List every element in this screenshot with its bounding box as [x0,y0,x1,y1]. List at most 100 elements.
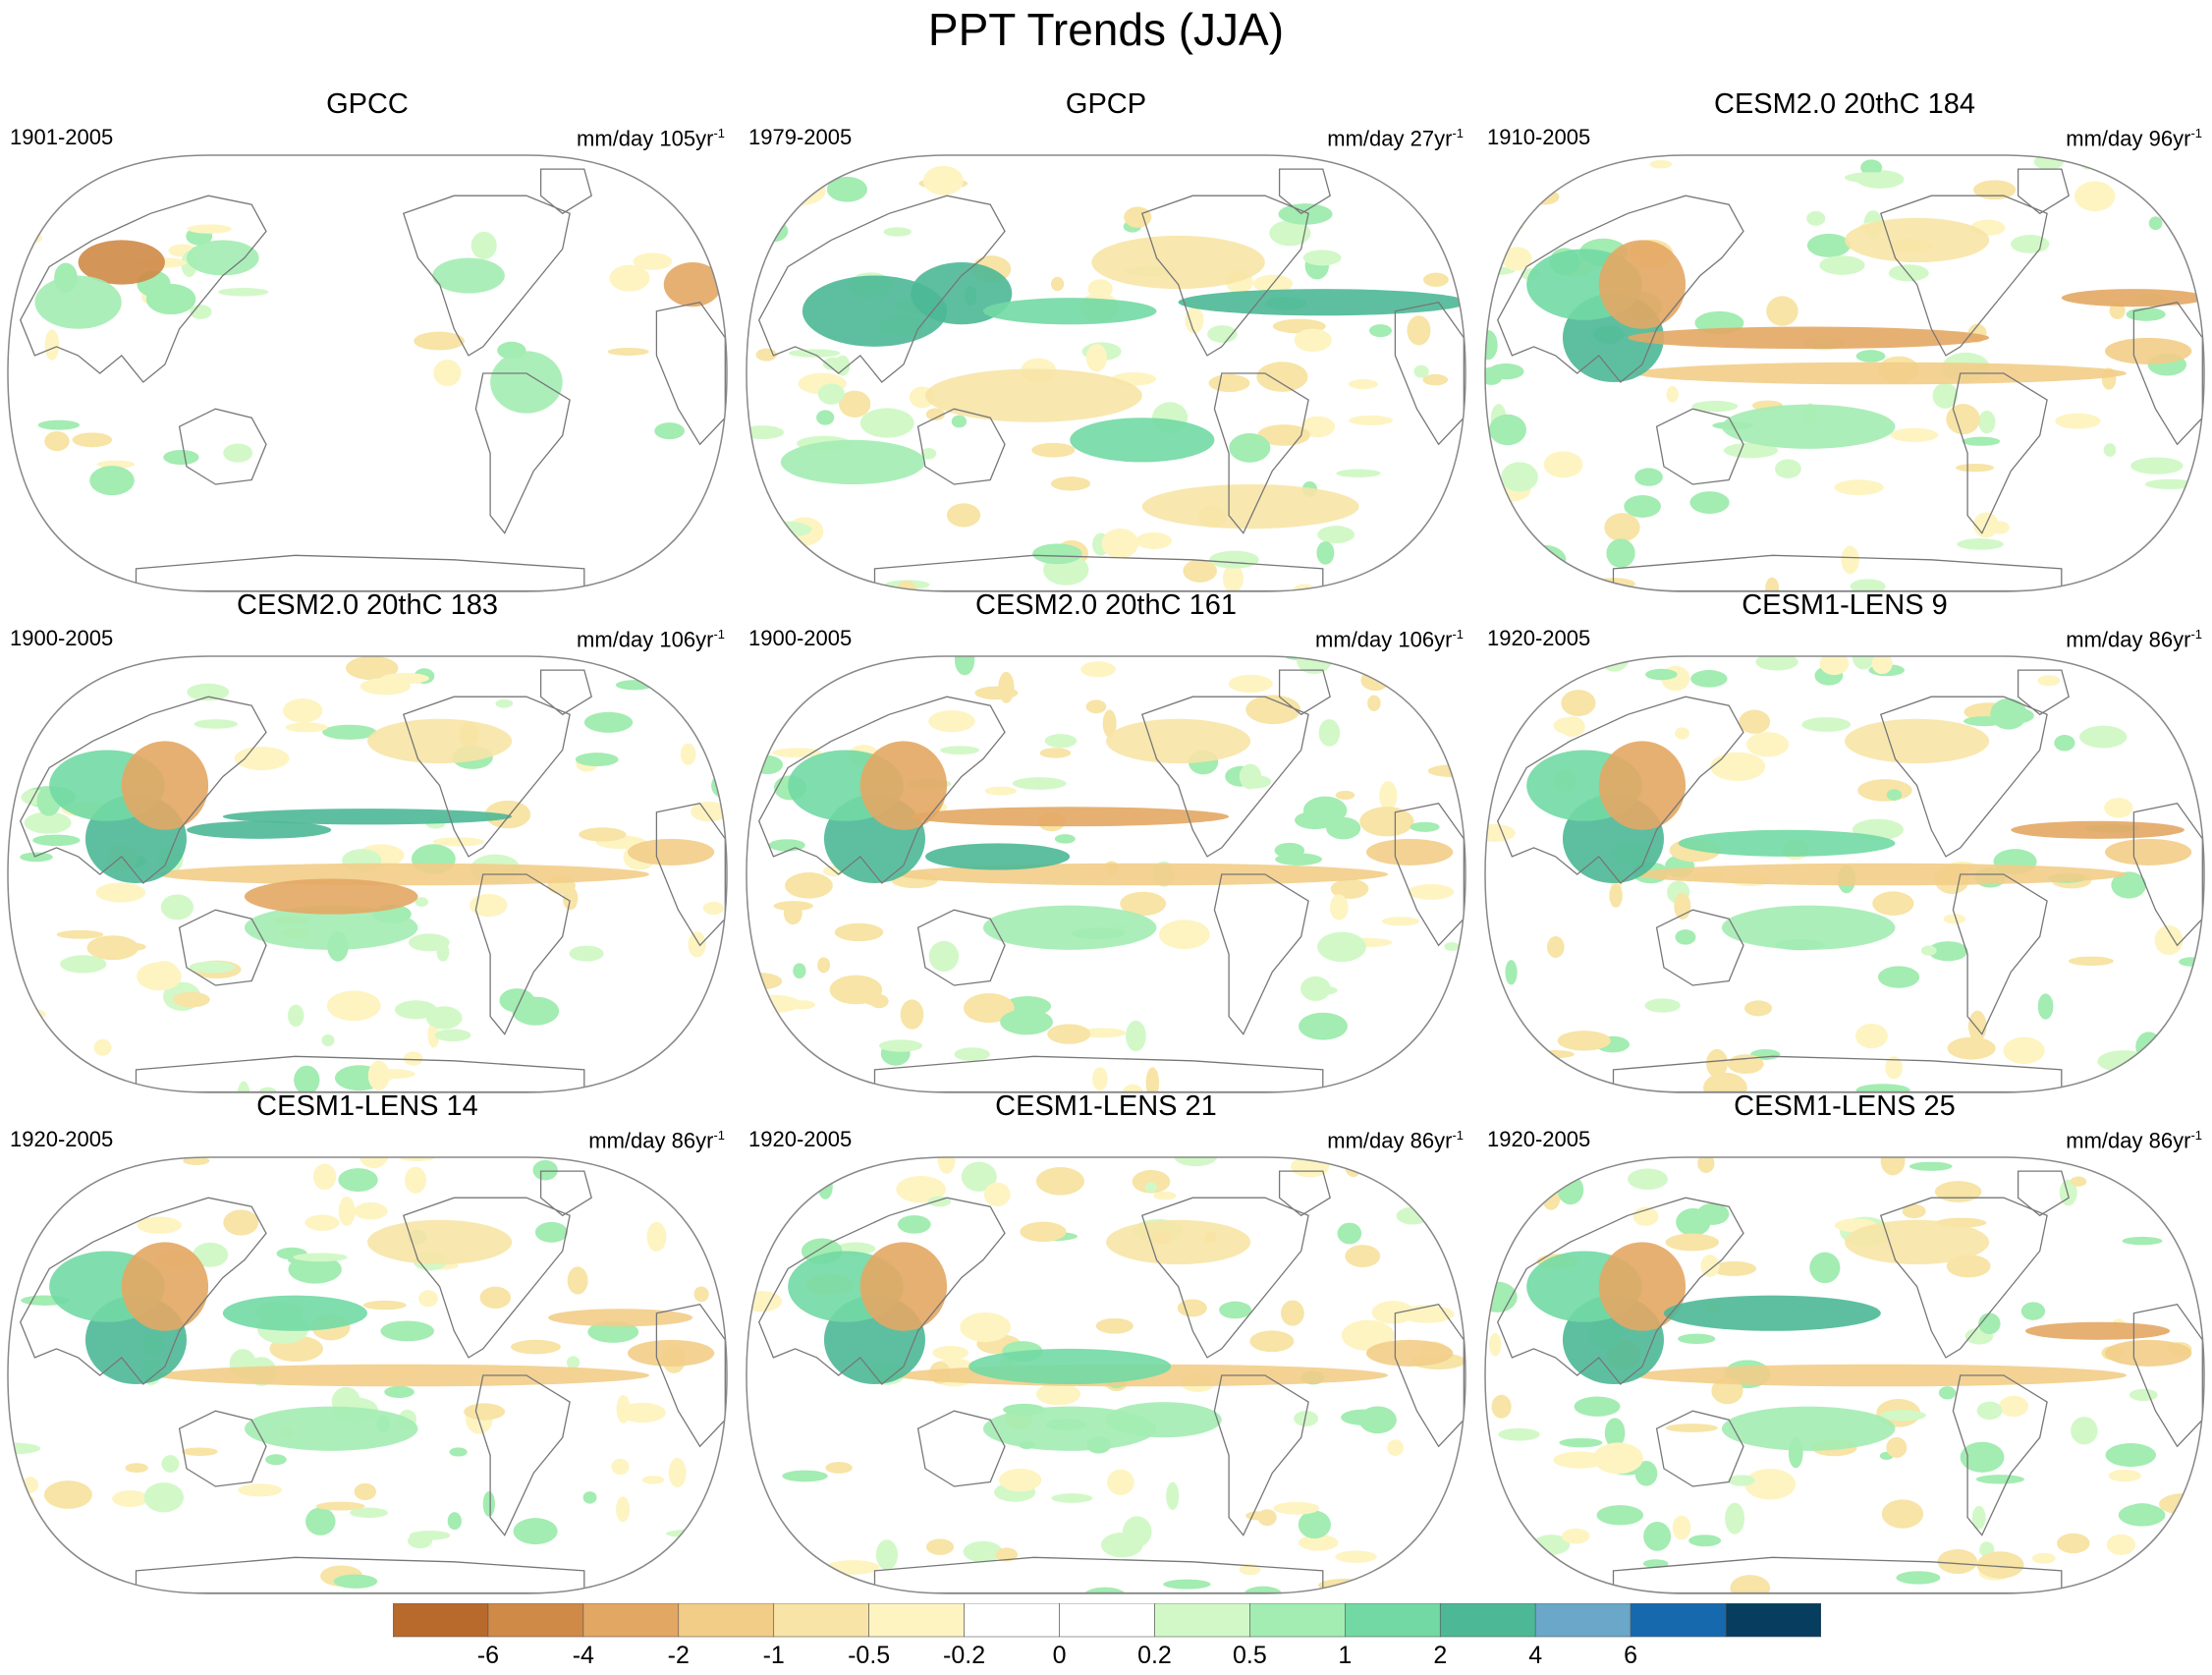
trend-blob [414,331,465,351]
trend-blob [1881,1499,1924,1529]
trend-region [244,905,418,950]
trend-blob [2070,1176,2087,1187]
trend-blob [1244,1586,1282,1593]
trend-blob [1298,1535,1339,1551]
trend-blob [878,1039,923,1052]
colorbar-swatch [678,1603,775,1638]
world-map [1484,1156,2205,1594]
trend-blob [532,1159,558,1181]
trend-blob [182,1447,218,1456]
trend-blob [418,1290,438,1308]
coastline [1140,1197,1309,1359]
colorbar-tick-label: -0.2 [943,1642,986,1669]
trend-blob [788,349,841,358]
trend-blob [1971,1505,1986,1530]
trend-blob [1273,1501,1320,1515]
map-panel: CESM2.0 20thC 161 1900-2005 mm/day 106yr-1 [739,587,1473,1093]
trend-blob [470,893,508,918]
trend-blob [1553,1451,1607,1469]
trend-blob [1318,719,1341,747]
trend-blob [1499,550,1540,578]
colorbar-tick-label: -0.5 [848,1642,891,1669]
trend-blob [1908,1161,1953,1171]
trend-blob [1967,1010,1987,1042]
trend-blob [1730,1575,1771,1593]
trend-blob [1956,463,1994,473]
coastline [1278,168,1331,215]
trend-blob [1644,998,1681,1013]
coastline [178,1410,267,1487]
trend-blob [93,1038,112,1056]
trend-blob [1561,690,1596,717]
trend-blob [163,449,199,466]
coastline [2017,168,2070,215]
trend-blob [1688,1535,1722,1547]
trend-blob [1423,1019,1465,1034]
trend-blob [1000,1009,1053,1035]
trend-region [78,240,165,285]
trend-blob [367,1060,390,1091]
coastline [474,873,571,1035]
colorbar-swatch [773,1603,869,1638]
trend-blob [1050,276,1065,292]
trend-blob [785,872,833,899]
trend-blob [1335,1550,1377,1563]
colorbar-tick-label: 0.2 [1137,1642,1172,1669]
panel-title: CESM1-LENS 9 [1742,589,1948,621]
coastline [916,408,1006,485]
trend-blob [1229,432,1271,463]
trend-blob [1085,344,1107,372]
units-label: mm/day 106yr-1 [1315,621,1464,653]
trend-blob [1102,709,1117,738]
trend-blob [60,656,101,670]
coastline [1879,696,2048,858]
trend-blob [1723,442,1779,459]
trend-blob [1947,1036,1996,1060]
trend-blob [680,743,696,765]
coastline [402,1197,571,1359]
trend-blob [1299,1012,1348,1040]
units-exponent: -1 [2190,627,2202,642]
trend-blob [1359,807,1414,837]
trend-region [1721,404,1896,449]
trend-blob [819,1587,874,1593]
units-label: mm/day 86yr-1 [2066,1122,2202,1154]
trend-region [367,1219,513,1264]
colorbar [393,1603,1821,1638]
trend-blob [1095,1317,1134,1334]
coastline [655,802,726,947]
units-label: mm/day 105yr-1 [577,120,725,152]
trend-blob [1269,220,1311,247]
trend-blob [2143,560,2160,574]
trend-blob [160,894,194,921]
trend-blob [775,178,804,209]
trend-blob [793,1559,817,1579]
panel-title: CESM2.0 20thC 183 [237,589,498,621]
trend-blob [137,1216,182,1234]
trend-blob [125,1463,148,1474]
trend-blob [1834,479,1884,495]
coastline [1655,408,1744,485]
trend-blob [2182,1018,2204,1037]
trend-blob [1963,716,2006,727]
panel-title: CESM2.0 20thC 161 [975,589,1237,621]
trend-blob [1624,494,1661,518]
units-text: mm/day 105yr [577,126,714,151]
coastline [916,1410,1006,1487]
trend-blob [2097,1050,2151,1073]
trend-blob [403,1051,423,1066]
trend-blob [1541,1180,1562,1210]
trend-blob [1521,544,1567,575]
trend-blob [1739,709,1771,734]
trend-blob [234,746,290,771]
panel-title: CESM1-LENS 14 [256,1090,478,1122]
trend-blob [1666,385,1679,403]
coastline [2132,301,2203,446]
trend-blob [2104,798,2133,818]
trend-blob [579,827,627,842]
trend-blob [161,1455,180,1473]
trend-blob [1249,1330,1295,1353]
trend-blob [1885,1056,1903,1080]
trend-blob [433,360,462,387]
trend-blob [1806,210,1826,226]
